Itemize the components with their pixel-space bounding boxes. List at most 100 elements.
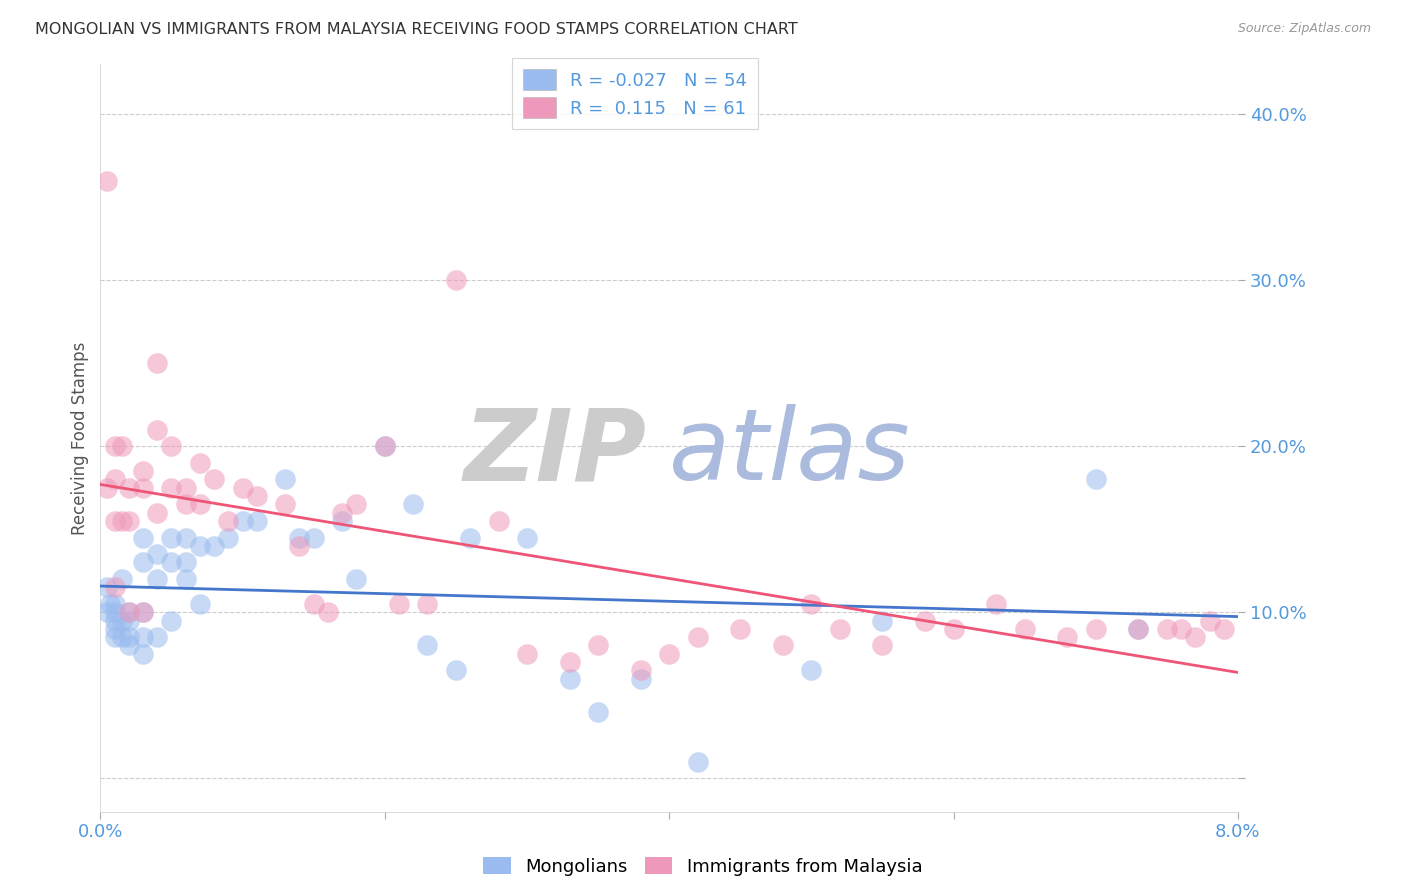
Point	[1128, 622, 1150, 636]
Point	[160, 556, 183, 570]
Point	[1184, 630, 1206, 644]
Text: MONGOLIAN VS IMMIGRANTS FROM MALAYSIA RECEIVING FOOD STAMPS CORRELATION CHART: MONGOLIAN VS IMMIGRANTS FROM MALAYSIA RE…	[35, 22, 797, 37]
Point	[586, 705, 609, 719]
Point	[146, 356, 169, 370]
Point	[772, 639, 794, 653]
Point	[146, 423, 169, 437]
Point	[174, 497, 197, 511]
Point	[232, 514, 254, 528]
Point	[217, 514, 239, 528]
Point	[686, 755, 709, 769]
Point	[986, 597, 1008, 611]
Text: Source: ZipAtlas.com: Source: ZipAtlas.com	[1237, 22, 1371, 36]
Point	[516, 531, 538, 545]
Point	[188, 539, 211, 553]
Point	[458, 531, 481, 545]
Point	[146, 547, 169, 561]
Point	[330, 506, 353, 520]
Point	[728, 622, 751, 636]
Point	[103, 614, 125, 628]
Point	[374, 439, 396, 453]
Point	[630, 672, 652, 686]
Point	[103, 439, 125, 453]
Point	[800, 597, 823, 611]
Point	[246, 514, 269, 528]
Point	[872, 614, 894, 628]
Point	[416, 597, 439, 611]
Y-axis label: Receiving Food Stamps: Receiving Food Stamps	[72, 342, 89, 534]
Point	[274, 497, 297, 511]
Point	[1156, 622, 1178, 636]
Point	[118, 605, 141, 619]
Point	[316, 605, 339, 619]
Point	[146, 630, 169, 644]
Point	[444, 664, 467, 678]
Point	[96, 605, 118, 619]
Point	[146, 506, 169, 520]
Point	[388, 597, 411, 611]
Point	[118, 630, 141, 644]
Point	[160, 481, 183, 495]
Point	[174, 481, 197, 495]
Point	[188, 497, 211, 511]
Point	[1198, 614, 1220, 628]
Point	[188, 456, 211, 470]
Point	[111, 572, 134, 586]
Point	[111, 630, 134, 644]
Point	[160, 614, 183, 628]
Point	[828, 622, 851, 636]
Text: ZIP: ZIP	[464, 404, 647, 501]
Legend: R = -0.027   N = 54, R =  0.115   N = 61: R = -0.027 N = 54, R = 0.115 N = 61	[512, 58, 758, 129]
Point	[274, 472, 297, 486]
Point	[132, 605, 155, 619]
Point	[202, 539, 225, 553]
Point	[686, 630, 709, 644]
Point	[160, 531, 183, 545]
Point	[246, 489, 269, 503]
Point	[118, 514, 141, 528]
Point	[488, 514, 510, 528]
Point	[288, 539, 311, 553]
Point	[586, 639, 609, 653]
Point	[630, 664, 652, 678]
Point	[118, 639, 141, 653]
Point	[132, 464, 155, 478]
Point	[444, 273, 467, 287]
Point	[288, 531, 311, 545]
Point	[132, 556, 155, 570]
Point	[96, 481, 118, 495]
Point	[1128, 622, 1150, 636]
Point	[96, 173, 118, 187]
Point	[98, 597, 121, 611]
Point	[374, 439, 396, 453]
Point	[96, 580, 118, 594]
Point	[402, 497, 425, 511]
Point	[558, 672, 581, 686]
Point	[1084, 472, 1107, 486]
Point	[344, 572, 367, 586]
Point	[914, 614, 936, 628]
Point	[111, 614, 134, 628]
Point	[160, 439, 183, 453]
Point	[416, 639, 439, 653]
Point	[111, 439, 134, 453]
Point	[118, 605, 141, 619]
Point	[103, 472, 125, 486]
Point	[118, 481, 141, 495]
Legend: Mongolians, Immigrants from Malaysia: Mongolians, Immigrants from Malaysia	[477, 850, 929, 883]
Point	[942, 622, 965, 636]
Point	[330, 514, 353, 528]
Point	[344, 497, 367, 511]
Point	[146, 572, 169, 586]
Point	[132, 481, 155, 495]
Point	[132, 605, 155, 619]
Point	[103, 630, 125, 644]
Point	[1056, 630, 1078, 644]
Point	[800, 664, 823, 678]
Point	[132, 531, 155, 545]
Point	[103, 514, 125, 528]
Point	[302, 597, 325, 611]
Point	[1084, 622, 1107, 636]
Point	[1212, 622, 1234, 636]
Text: atlas: atlas	[669, 404, 911, 501]
